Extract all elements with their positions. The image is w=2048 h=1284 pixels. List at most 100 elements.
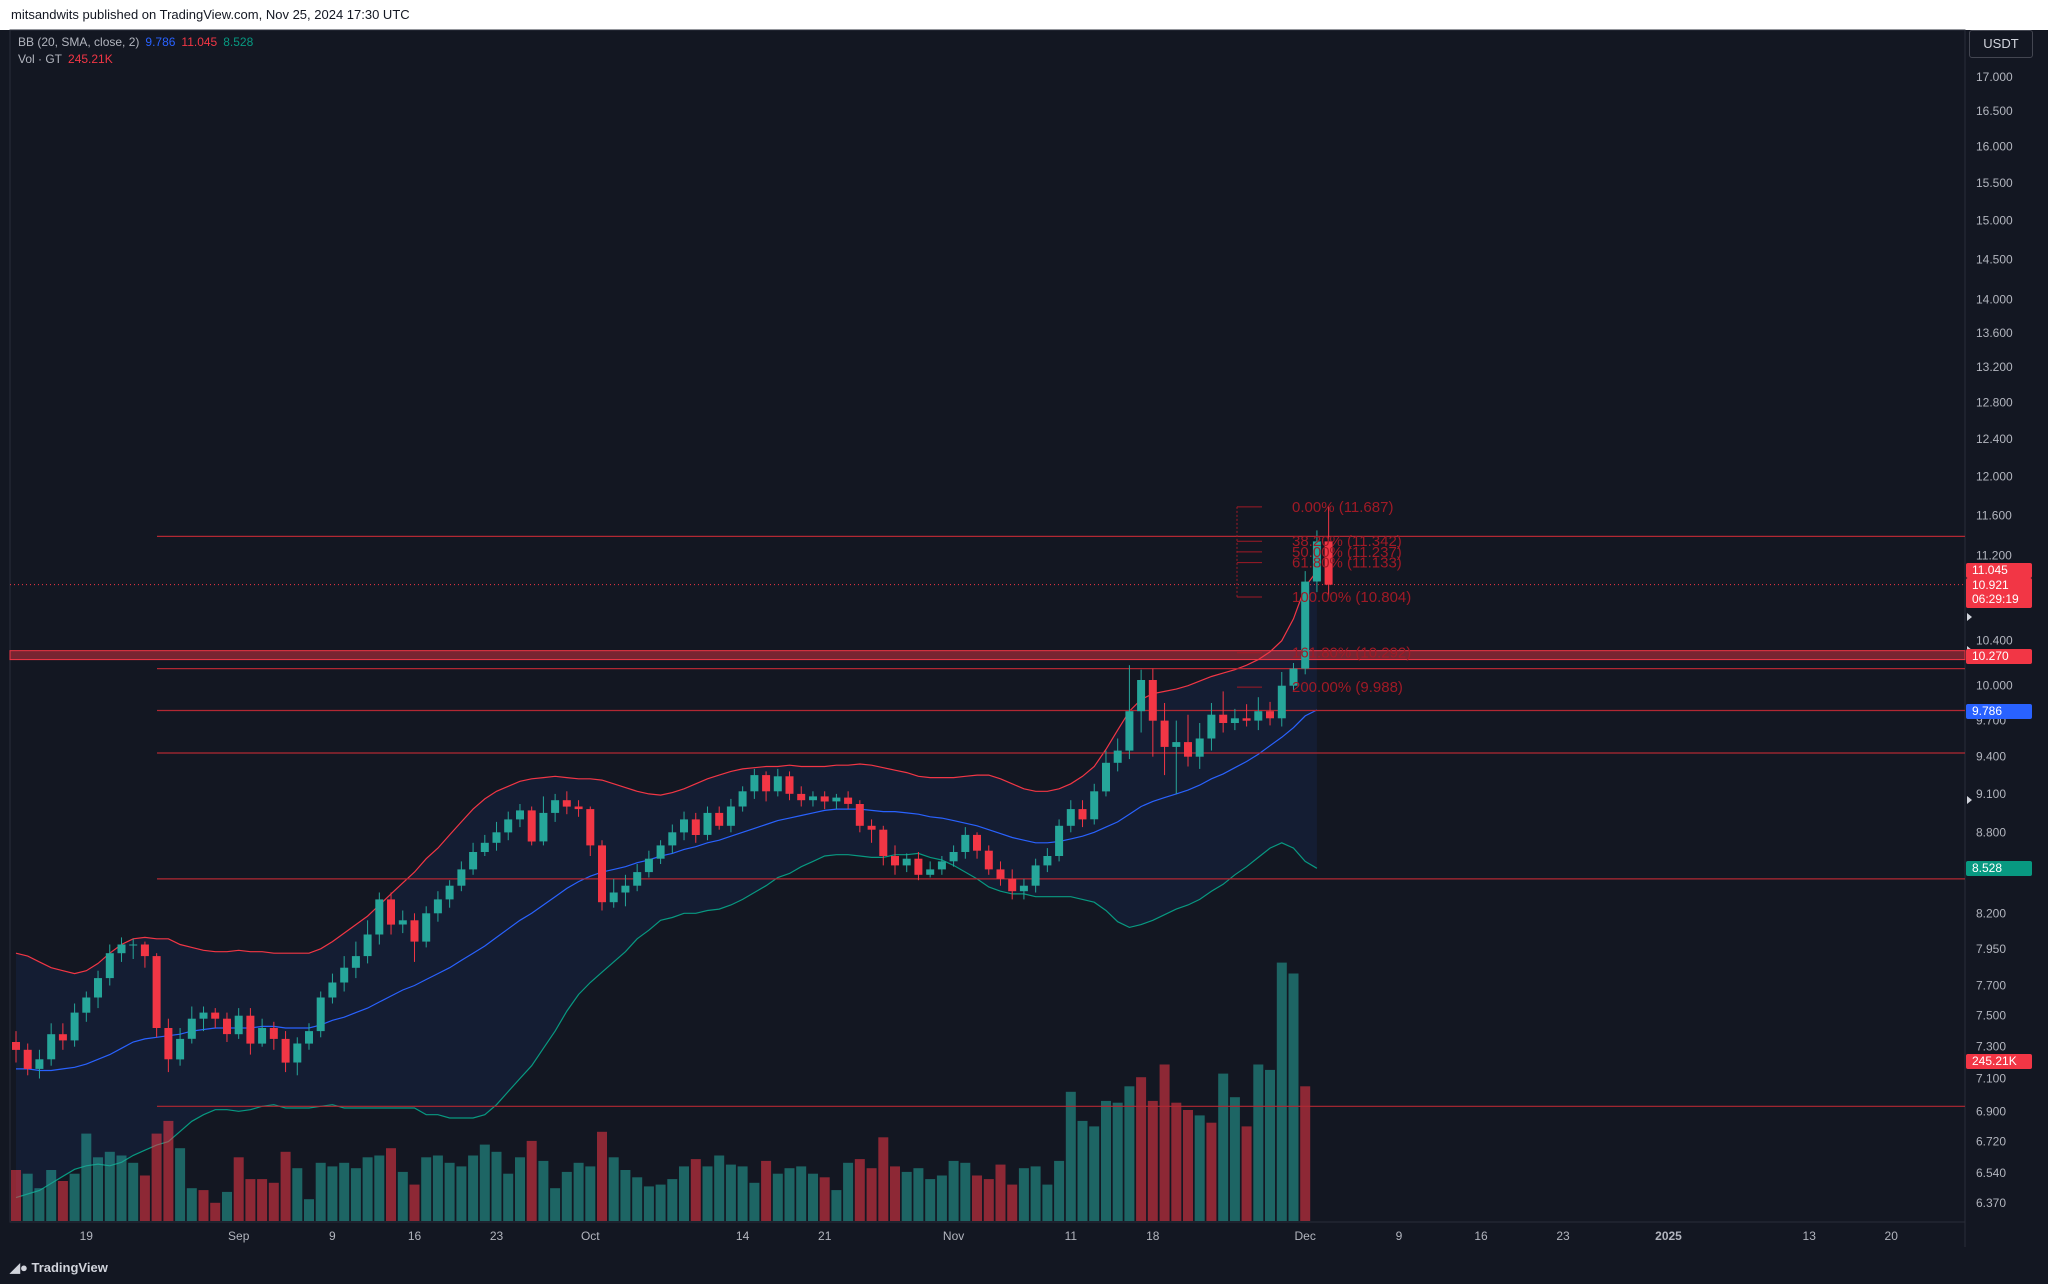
candle-body [1254,711,1263,721]
candle [691,812,700,843]
candle-body [1195,738,1204,757]
candle-body [1301,581,1310,669]
volume-bar [22,1173,33,1221]
volume-bar [1147,1100,1158,1221]
volume-bar [854,1159,865,1221]
candle [1102,750,1110,797]
candle [129,938,138,959]
volume-bar [1229,1097,1240,1221]
candle-body [176,1038,185,1060]
volume-legend-row[interactable]: Vol · GT 245.21K [18,51,259,68]
candle [891,845,899,875]
candle [703,806,712,841]
price-tick-label: 13.600 [1976,326,2013,340]
candle [328,973,337,1004]
candle-body [211,1012,220,1019]
volume-bar [69,1173,80,1221]
current-price-label: 10.921 06:29:19 [1966,578,2032,608]
volume-bar [81,1133,92,1221]
volume-bar [104,1151,115,1221]
candle-body [1184,742,1192,757]
candle [844,791,853,810]
candle [926,861,935,878]
candle [832,793,841,810]
axis-marker-icon [1967,613,1972,621]
candle [574,800,583,817]
candle [305,1023,313,1050]
candle [281,1031,290,1073]
candle [996,861,1005,886]
candle [1230,708,1239,731]
candle [47,1023,56,1066]
currency-button[interactable]: USDT [1969,30,2033,58]
candle [492,821,501,851]
price-tick-label: 8.200 [1976,906,2006,920]
candle [1148,668,1157,757]
candle [1195,723,1204,769]
volume-bar [280,1151,291,1221]
time-tick-label: 16 [1474,1229,1488,1243]
volume-bar [1112,1102,1123,1221]
candle-body [1102,762,1110,792]
candle [609,878,618,908]
volume-bar [1042,1184,1053,1221]
candle [1207,703,1216,751]
bb-legend-row[interactable]: BB (20, SMA, close, 2) 9.786 11.045 8.528 [18,34,259,51]
time-tick-label: 2025 [1655,1229,1682,1243]
volume-bar [667,1179,678,1221]
candle [340,956,349,992]
candle-body [891,856,899,866]
candle [1055,819,1064,862]
candle [422,906,431,948]
fib-level-label: 200.00% (9.988) [1292,679,1403,696]
candle [211,1008,220,1028]
candle [762,771,771,802]
candle-body [668,832,677,846]
candle-body [480,842,489,852]
candle [445,880,454,908]
price-tick-label: 11.600 [1976,508,2012,522]
candle-body [199,1012,208,1019]
candle-body [914,858,923,875]
volume-bar [1206,1122,1217,1221]
current-price-value: 10.921 [1972,578,2009,592]
volume-bar [655,1184,666,1221]
candle-body [1230,718,1239,723]
candle-body [855,804,864,826]
candle-body [644,858,653,873]
price-tick-label: 12.000 [1976,470,2013,484]
price-tick-label: 17.000 [1976,70,2013,84]
bb-fill [16,571,1317,1198]
price-tick-label: 12.800 [1976,396,2013,410]
candle [480,834,489,856]
candle [1113,738,1122,772]
candle [867,819,876,843]
tradingview-logo[interactable]: ◢● TradingView [10,1260,108,1276]
volume-bar [925,1179,936,1221]
volume-bar [761,1160,772,1221]
volume-bar [257,1179,268,1221]
volume-bar [163,1120,174,1221]
volume-bar [57,1181,68,1221]
bb-upper-value: 11.045 [181,35,218,49]
fib-level-label: 38.20% (11.342) [1292,533,1402,550]
candle [70,1003,79,1047]
candle [785,771,794,801]
bb-basis-price-label: 9.786 [1966,704,2032,719]
candle-body [926,869,935,875]
candle-body [773,776,782,792]
candle [316,991,325,1038]
volume-bar [573,1162,584,1221]
candle [223,1012,231,1042]
price-tick-label: 9.100 [1976,787,2006,801]
candle-body [1137,680,1146,712]
volume-price-label: 245.21K [1966,1054,2032,1069]
candle-body [1277,685,1286,719]
candle [82,991,91,1022]
time-tick-label: 14 [736,1229,750,1243]
volume-bar [233,1157,244,1221]
volume-bar [878,1137,889,1221]
candle [152,953,161,1038]
volume-bar [292,1168,303,1221]
